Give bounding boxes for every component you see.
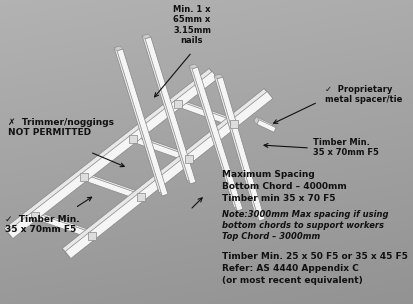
Polygon shape — [209, 68, 217, 78]
Polygon shape — [234, 206, 242, 211]
Polygon shape — [256, 120, 275, 132]
Polygon shape — [214, 74, 261, 218]
Polygon shape — [132, 136, 190, 162]
Text: ✓  Proprietary
metal spacer/tie: ✓ Proprietary metal spacer/tie — [324, 85, 401, 104]
Polygon shape — [83, 174, 141, 200]
Text: Timber Min. 25 x 50 F5 or 35 x 45 F5
Refer: AS 4440 Appendix C
(or most recent e: Timber Min. 25 x 50 F5 or 35 x 45 F5 Ref… — [221, 252, 407, 285]
Polygon shape — [80, 171, 85, 180]
Polygon shape — [229, 118, 234, 127]
Text: Maximum Spacing
Bottom Chord – 4000mm
Timber min 35 x 70 F5: Maximum Spacing Bottom Chord – 4000mm Ti… — [221, 170, 346, 202]
Polygon shape — [31, 210, 36, 219]
Polygon shape — [229, 120, 237, 128]
Text: ✗  Trimmer/noggings
NOT PERMITTED: ✗ Trimmer/noggings NOT PERMITTED — [8, 118, 114, 137]
Polygon shape — [189, 64, 197, 69]
Polygon shape — [80, 173, 88, 181]
Polygon shape — [65, 92, 272, 258]
Polygon shape — [142, 34, 192, 181]
Polygon shape — [129, 133, 187, 159]
Text: Min. 1 x
65mm x
3.15mm
nails: Min. 1 x 65mm x 3.15mm nails — [173, 5, 211, 45]
Polygon shape — [216, 77, 264, 221]
Polygon shape — [159, 191, 167, 196]
Polygon shape — [253, 117, 259, 124]
Polygon shape — [136, 193, 145, 202]
Polygon shape — [185, 153, 190, 162]
Polygon shape — [4, 228, 13, 239]
Polygon shape — [173, 98, 179, 107]
Polygon shape — [136, 192, 141, 200]
Polygon shape — [174, 100, 182, 108]
Polygon shape — [192, 67, 242, 211]
Polygon shape — [142, 34, 150, 39]
Polygon shape — [263, 88, 272, 98]
Polygon shape — [88, 232, 96, 240]
Polygon shape — [114, 46, 123, 51]
Polygon shape — [114, 46, 164, 193]
Polygon shape — [173, 98, 231, 124]
Polygon shape — [145, 37, 195, 184]
Text: ✓  Timber Min.
35 x 70mm F5: ✓ Timber Min. 35 x 70mm F5 — [5, 215, 79, 234]
Polygon shape — [187, 179, 195, 184]
Polygon shape — [31, 210, 90, 236]
Polygon shape — [129, 135, 137, 143]
Polygon shape — [33, 213, 93, 239]
Polygon shape — [80, 171, 138, 197]
Polygon shape — [256, 216, 264, 221]
Polygon shape — [4, 68, 214, 236]
Polygon shape — [214, 74, 222, 79]
Polygon shape — [189, 64, 239, 208]
Polygon shape — [31, 212, 38, 220]
Text: Timber Min.
35 x 70mm F5: Timber Min. 35 x 70mm F5 — [312, 138, 378, 157]
Polygon shape — [7, 71, 217, 239]
Polygon shape — [185, 155, 193, 163]
Polygon shape — [117, 49, 167, 196]
Polygon shape — [62, 88, 269, 256]
Text: Note:3000mm Max spacing if using
bottom chords to support workers
Top Chord – 30: Note:3000mm Max spacing if using bottom … — [221, 210, 387, 241]
Polygon shape — [129, 133, 134, 142]
Polygon shape — [88, 230, 93, 239]
Polygon shape — [270, 125, 275, 132]
Polygon shape — [253, 117, 273, 129]
Polygon shape — [177, 101, 234, 127]
Polygon shape — [62, 248, 71, 258]
